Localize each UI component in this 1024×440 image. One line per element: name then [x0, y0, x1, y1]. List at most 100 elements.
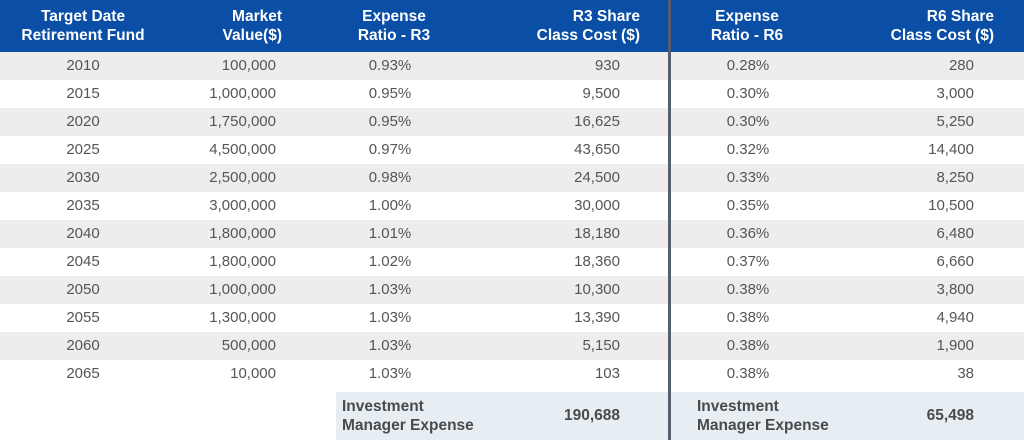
market-value-cell: 1,300,000: [209, 309, 276, 326]
header-text: Target Date: [40, 8, 126, 25]
expense-ratio-r3-cell: 0.95%: [368, 85, 412, 102]
expense-ratio-r6-cell: 0.38%: [726, 337, 770, 354]
market-value-cell: 100,000: [221, 57, 276, 74]
header-text: Expense: [362, 8, 426, 25]
expense-ratio-r6-cell: 0.30%: [726, 85, 770, 102]
table-row: 2030 2,500,000 0.98% 24,500 0.33% 8,250: [0, 164, 1024, 192]
fund-year-cell: 2040: [66, 225, 100, 242]
header-r3-share-class-cost: R3 Share Class Cost ($): [470, 0, 640, 52]
expense-ratio-r3-cell: 1.03%: [368, 365, 412, 382]
r3-totals-box: Investment Manager Expense 190,688: [336, 392, 668, 440]
r6-cost-cell: 8,250: [936, 169, 974, 186]
expense-ratio-r3-cell: 1.02%: [368, 253, 412, 270]
r3-cost-cell: 103: [594, 365, 620, 382]
table-body: 2010 100,000 0.93% 930 0.28% 280 2015 1,000,000…: [0, 52, 1024, 388]
header-text: Ratio - R6: [710, 27, 784, 44]
expense-ratio-r6-cell: 0.35%: [726, 197, 770, 214]
header-target-date-fund: Target Date Retirement Fund: [0, 0, 166, 52]
table-row: 2015 1,000,000 0.95% 9,500 0.30% 3,000: [0, 80, 1024, 108]
r3-cost-cell: 16,625: [574, 113, 620, 130]
r3-cost-cell: 9,500: [582, 85, 620, 102]
r3-cost-cell: 10,300: [574, 281, 620, 298]
total-label-text: Investment: [697, 398, 779, 415]
header-text: Retirement Fund: [21, 27, 145, 44]
table-row: 2055 1,300,000 1.03% 13,390 0.38% 4,940: [0, 304, 1024, 332]
fund-year-cell: 2050: [66, 281, 100, 298]
expense-ratio-r6-cell: 0.30%: [726, 113, 770, 130]
fund-year-cell: 2025: [66, 141, 100, 158]
market-value-cell: 1,800,000: [209, 253, 276, 270]
column-divider: [668, 0, 671, 440]
r6-cost-cell: 10,500: [928, 197, 974, 214]
header-expense-ratio-r6: Expense Ratio - R6: [672, 0, 822, 52]
header-text: Market: [232, 8, 282, 25]
market-value-cell: 3,000,000: [209, 197, 276, 214]
expense-ratio-r3-cell: 0.97%: [368, 141, 412, 158]
r6-cost-cell: 6,480: [936, 225, 974, 242]
fund-year-cell: 2015: [66, 85, 100, 102]
header-market-value: Market Value($): [166, 0, 282, 52]
r6-cost-cell: 38: [957, 365, 974, 382]
market-value-cell: 1,000,000: [209, 85, 276, 102]
table-row: 2025 4,500,000 0.97% 43,650 0.32% 14,400: [0, 136, 1024, 164]
table-row: 2060 500,000 1.03% 5,150 0.38% 1,900: [0, 332, 1024, 360]
table-row: 2050 1,000,000 1.03% 10,300 0.38% 3,800: [0, 276, 1024, 304]
expense-ratio-r3-cell: 1.03%: [368, 281, 412, 298]
header-text: R3 Share: [572, 8, 640, 25]
expense-ratio-r6-cell: 0.33%: [726, 169, 770, 186]
total-label-text: Manager Expense: [342, 417, 474, 434]
header-text: Class Cost ($): [890, 27, 994, 44]
table-header: Target Date Retirement Fund Market Value…: [0, 0, 1024, 52]
market-value-cell: 2,500,000: [209, 169, 276, 186]
header-text: Ratio - R3: [357, 27, 431, 44]
market-value-cell: 1,000,000: [209, 281, 276, 298]
expense-ratio-r3-cell: 0.98%: [368, 169, 412, 186]
expense-ratio-r6-cell: 0.36%: [726, 225, 770, 242]
r3-cost-cell: 43,650: [574, 141, 620, 158]
fund-year-cell: 2065: [66, 365, 100, 382]
r6-total-label: Investment Manager Expense: [697, 397, 829, 435]
fund-year-cell: 2045: [66, 253, 100, 270]
table-row: 2040 1,800,000 1.01% 18,180 0.36% 6,480: [0, 220, 1024, 248]
expense-ratio-r6-cell: 0.28%: [726, 57, 770, 74]
r3-cost-cell: 18,180: [574, 225, 620, 242]
r3-cost-cell: 24,500: [574, 169, 620, 186]
fund-year-cell: 2010: [66, 57, 100, 74]
header-r6-share-class-cost: R6 Share Class Cost ($): [830, 0, 994, 52]
header-text: R6 Share: [926, 8, 994, 25]
total-label-text: Investment: [342, 398, 424, 415]
r3-cost-cell: 30,000: [574, 197, 620, 214]
fund-year-cell: 2035: [66, 197, 100, 214]
total-label-text: Manager Expense: [697, 417, 829, 434]
r6-cost-cell: 6,660: [936, 253, 974, 270]
r6-cost-cell: 280: [948, 57, 974, 74]
r6-cost-cell: 14,400: [928, 141, 974, 158]
market-value-cell: 500,000: [221, 337, 276, 354]
expense-ratio-r3-cell: 0.95%: [368, 113, 412, 130]
expense-ratio-r3-cell: 1.03%: [368, 309, 412, 326]
r6-cost-cell: 5,250: [936, 113, 974, 130]
expense-ratio-r3-cell: 1.03%: [368, 337, 412, 354]
r6-cost-cell: 1,900: [936, 337, 974, 354]
r3-total-label: Investment Manager Expense: [342, 397, 474, 435]
expense-ratio-r6-cell: 0.38%: [726, 309, 770, 326]
table-row: 2045 1,800,000 1.02% 18,360 0.37% 6,660: [0, 248, 1024, 276]
r3-cost-cell: 13,390: [574, 309, 620, 326]
market-value-cell: 4,500,000: [209, 141, 276, 158]
fund-year-cell: 2055: [66, 309, 100, 326]
expense-ratio-r3-cell: 1.00%: [368, 197, 412, 214]
market-value-cell: 1,800,000: [209, 225, 276, 242]
fund-year-cell: 2030: [66, 169, 100, 186]
table-row: 2065 10,000 1.03% 103 0.38% 38: [0, 360, 1024, 388]
r6-totals-box: Investment Manager Expense 65,498: [671, 392, 1024, 440]
market-value-cell: 1,750,000: [209, 113, 276, 130]
expense-ratio-r6-cell: 0.37%: [726, 253, 770, 270]
r3-cost-cell: 18,360: [574, 253, 620, 270]
table-row: 2020 1,750,000 0.95% 16,625 0.30% 5,250: [0, 108, 1024, 136]
header-text: Expense: [715, 8, 779, 25]
expense-ratio-r6-cell: 0.32%: [726, 141, 770, 158]
expense-ratio-r3-cell: 1.01%: [368, 225, 412, 242]
header-text: Class Cost ($): [536, 27, 640, 44]
r6-cost-cell: 3,000: [936, 85, 974, 102]
